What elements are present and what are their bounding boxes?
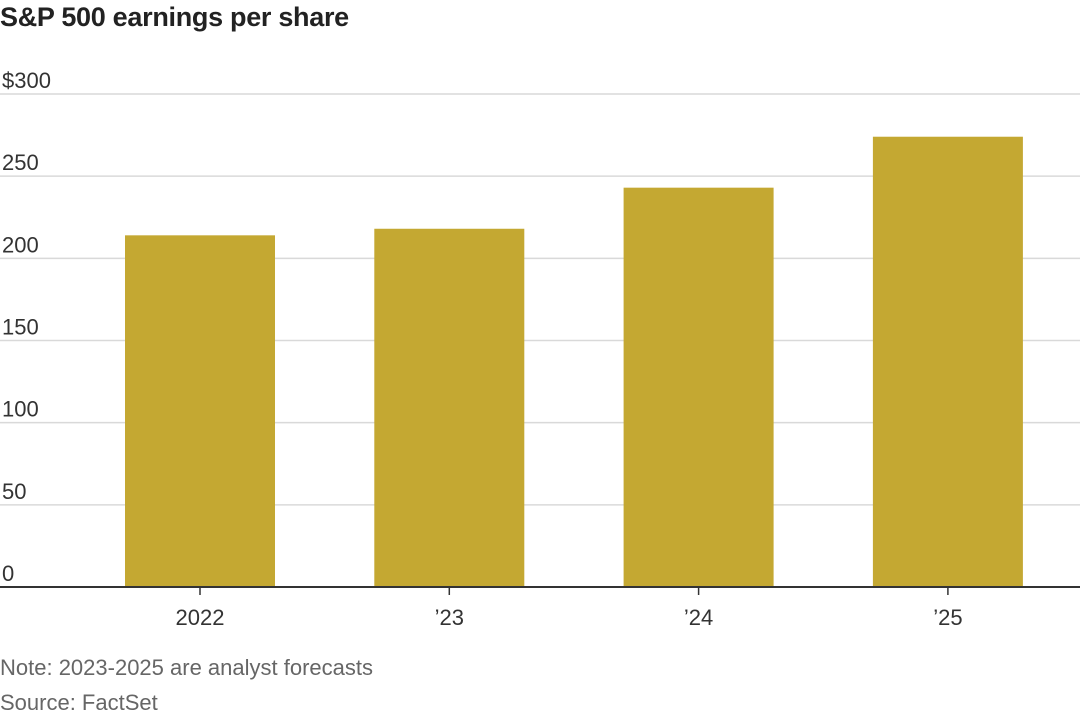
y-axis-tick-labels: 0 50 100 150 200 250 $300 bbox=[2, 68, 51, 586]
x-tick-label: ’24 bbox=[684, 605, 713, 630]
x-tick-label: 2022 bbox=[176, 605, 225, 630]
bars bbox=[125, 136, 1023, 588]
y-tick-label: 50 bbox=[2, 479, 26, 504]
y-tick-label: 100 bbox=[2, 397, 39, 422]
x-axis bbox=[0, 586, 1080, 595]
x-axis-tick-labels: 2022 ’23 ’24 ’25 bbox=[176, 605, 963, 630]
y-tick-label: 200 bbox=[2, 232, 39, 257]
bar-chart: 0 50 100 150 200 250 $300 2022 ’23 ’24 ’25 bbox=[0, 68, 1080, 630]
chart-note: Note: 2023-2025 are analyst forecasts bbox=[0, 655, 374, 680]
y-tick-label: 250 bbox=[2, 150, 39, 175]
x-tick-label: ’25 bbox=[933, 605, 962, 630]
bar bbox=[872, 136, 1023, 587]
chart-title: S&P 500 earnings per share bbox=[0, 2, 349, 32]
bar bbox=[374, 228, 525, 587]
y-tick-label: $300 bbox=[2, 68, 51, 93]
y-tick-label: 150 bbox=[2, 315, 39, 340]
chart-source: Source: FactSet bbox=[0, 690, 158, 715]
y-tick-label: 0 bbox=[2, 561, 14, 586]
bar bbox=[623, 187, 774, 588]
bar bbox=[125, 235, 275, 587]
x-tick-label: ’23 bbox=[435, 605, 464, 630]
